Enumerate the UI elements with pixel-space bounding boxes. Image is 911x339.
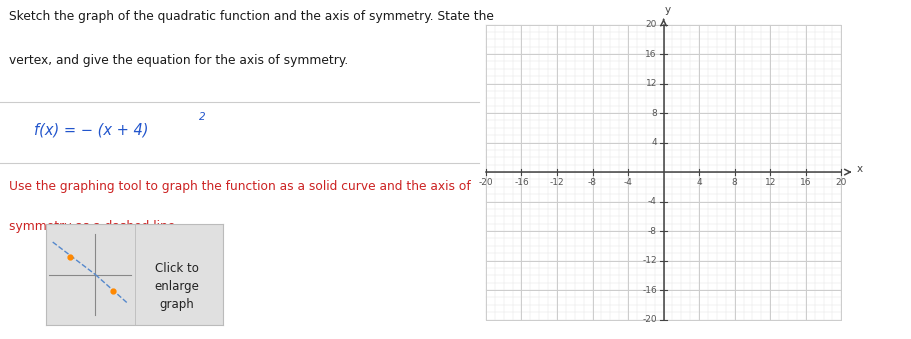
Text: -8: -8 <box>647 226 656 236</box>
Text: y: y <box>664 5 670 15</box>
Text: Click to
enlarge
graph: Click to enlarge graph <box>155 262 200 312</box>
Text: 2: 2 <box>199 112 205 122</box>
Text: -20: -20 <box>478 178 493 187</box>
Text: -12: -12 <box>549 178 564 187</box>
Text: 12: 12 <box>645 79 656 88</box>
Text: 12: 12 <box>763 178 775 187</box>
Text: -8: -8 <box>588 178 597 187</box>
Text: -20: -20 <box>641 315 656 324</box>
Text: Use the graphing tool to graph the function as a solid curve and the axis of: Use the graphing tool to graph the funct… <box>8 180 470 193</box>
Text: -16: -16 <box>641 285 656 295</box>
Text: 16: 16 <box>799 178 811 187</box>
Text: 4: 4 <box>696 178 701 187</box>
Text: vertex, and give the equation for the axis of symmetry.: vertex, and give the equation for the ax… <box>8 54 347 67</box>
Text: -16: -16 <box>514 178 528 187</box>
Text: 4: 4 <box>650 138 656 147</box>
Text: -4: -4 <box>623 178 632 187</box>
Text: 8: 8 <box>731 178 737 187</box>
Text: -4: -4 <box>648 197 656 206</box>
Text: 20: 20 <box>834 178 846 187</box>
Text: Sketch the graph of the quadratic function and the axis of symmetry. State the: Sketch the graph of the quadratic functi… <box>8 10 493 23</box>
Text: 16: 16 <box>645 49 656 59</box>
Text: symmetry as a dashed line.: symmetry as a dashed line. <box>8 220 179 233</box>
Text: f(x) = − (x + 4): f(x) = − (x + 4) <box>34 122 148 137</box>
Text: x: x <box>855 164 862 174</box>
Text: 20: 20 <box>645 20 656 29</box>
Text: -12: -12 <box>641 256 656 265</box>
Text: 8: 8 <box>650 108 656 118</box>
